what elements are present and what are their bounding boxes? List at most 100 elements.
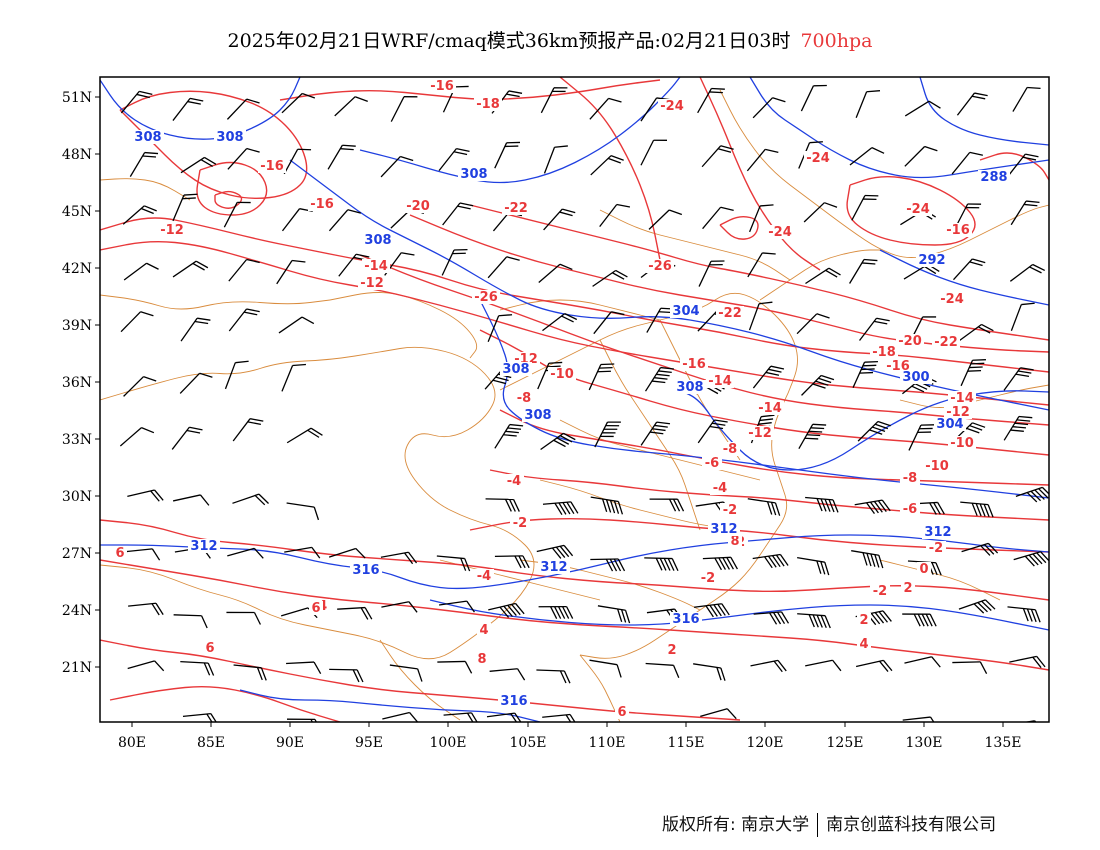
wind-barb — [750, 659, 787, 673]
wind-barb — [441, 248, 468, 276]
wind-barb — [487, 256, 520, 279]
lat-tick-label: 45N — [62, 204, 92, 220]
wind-barb — [953, 258, 986, 281]
temperature-label: -16 — [430, 79, 454, 94]
temperature-contours — [100, 77, 1049, 722]
wind-barb — [747, 252, 776, 278]
temperature-label: -14 — [950, 391, 974, 406]
wind-barb — [228, 308, 260, 332]
wind-barb — [180, 660, 215, 676]
temperature-label-bg — [766, 225, 794, 239]
height-label-bg — [498, 694, 530, 708]
temperature-label-bg — [896, 334, 924, 348]
temperature-label: -14 — [758, 401, 782, 416]
height-label-bg — [350, 563, 382, 577]
wind-barb — [381, 601, 418, 613]
wind-barb — [588, 363, 615, 391]
wind-barb — [597, 605, 631, 624]
height-label-bg — [670, 612, 702, 626]
wind-barb — [590, 155, 624, 176]
height-isoline — [100, 77, 301, 140]
wind-barb — [233, 664, 267, 681]
wind-barb — [1009, 263, 1046, 282]
footer-copyright: 版权所有: 南京大学 — [662, 815, 810, 835]
wind-barb — [442, 202, 474, 226]
wind-barb — [286, 718, 322, 722]
temperature-label: -2 — [723, 503, 737, 518]
temperature-label: -4 — [507, 474, 521, 489]
wind-barb — [855, 659, 893, 673]
wind-barb — [797, 613, 831, 629]
wind-barb — [232, 493, 269, 506]
wind-barb — [328, 209, 362, 232]
temperature-label: -24 — [940, 292, 964, 307]
temperature-label-bg — [720, 503, 740, 517]
temperature-label: -24 — [806, 151, 830, 166]
height-label-bg — [362, 233, 394, 247]
temperature-isotherm — [214, 190, 243, 209]
temperature-label: 0 — [919, 562, 928, 577]
temperature-label: -6 — [705, 456, 719, 471]
temperature-label: -12 — [946, 405, 970, 420]
temperature-label: -16 — [682, 357, 706, 372]
wind-barb — [961, 542, 999, 556]
temperature-isotherm — [100, 240, 1049, 406]
temperature-isotherm — [846, 175, 976, 246]
temperature-label: -26 — [474, 290, 498, 305]
height-label-bg — [522, 408, 554, 422]
boundary-line — [599, 339, 701, 531]
wind-barb — [538, 605, 574, 619]
wind-barb — [542, 713, 578, 722]
wind-barb — [902, 613, 937, 627]
wind-barb — [956, 92, 988, 116]
temperature-label: 8 — [730, 534, 739, 549]
temperature-isotherm — [279, 79, 661, 101]
temperature-label: -16 — [260, 159, 284, 174]
lat-tick-label: 42N — [62, 261, 92, 277]
lat-tick-label: 21N — [62, 660, 92, 676]
height-label-bg — [458, 167, 490, 181]
temperature-label-bg — [309, 601, 323, 615]
temperature-label-bg — [203, 641, 217, 655]
footer-separator — [817, 813, 819, 837]
temperature-label-bg — [358, 276, 386, 290]
lon-tick-label: 110E — [589, 735, 626, 751]
wind-barb — [171, 426, 203, 450]
temperature-label: -16 — [310, 197, 334, 212]
wind-barb — [857, 420, 891, 442]
temperature-label: 4 — [479, 623, 488, 638]
footer: 版权所有: 南京大学 南京创蓝科技有限公司 — [662, 810, 996, 837]
wind-barb — [382, 711, 419, 722]
wind-barb — [281, 363, 306, 392]
wind-barb — [439, 600, 475, 613]
height-isoline — [679, 389, 1049, 471]
height-label: 304 — [672, 304, 699, 319]
wind-barb — [494, 555, 530, 569]
height-label-bg — [900, 370, 932, 384]
height-label: 316 — [352, 563, 379, 578]
title-main: 2025年02月21日WRF/cmaq模式36km预报产品:02月21日03时 — [227, 30, 791, 52]
height-label: 308 — [364, 233, 391, 248]
height-label: 308 — [216, 130, 243, 145]
height-label-bg — [188, 539, 220, 553]
temperature-label-bg — [926, 541, 946, 555]
temperature-label-bg — [870, 345, 898, 359]
wind-barb — [648, 209, 683, 230]
wind-barb — [328, 547, 366, 559]
temperature-label-bg — [870, 584, 890, 598]
wind-barb — [180, 156, 217, 174]
temperature-label: 4 — [859, 637, 868, 652]
temperature-isotherm — [359, 254, 1049, 426]
wind-barb — [172, 97, 204, 121]
temperature-label-bg — [477, 623, 491, 637]
wind-barb — [589, 721, 624, 722]
temperature-isotherm — [559, 77, 661, 261]
wind-barb — [958, 599, 996, 614]
wind-barb — [226, 98, 260, 120]
temperature-label: -2 — [929, 541, 943, 556]
wind-barb — [702, 556, 738, 571]
temperature-label: 2 — [903, 581, 912, 596]
wind-barb — [436, 555, 471, 572]
temperature-label-bg — [502, 201, 530, 215]
temperature-label-bg — [510, 516, 530, 530]
